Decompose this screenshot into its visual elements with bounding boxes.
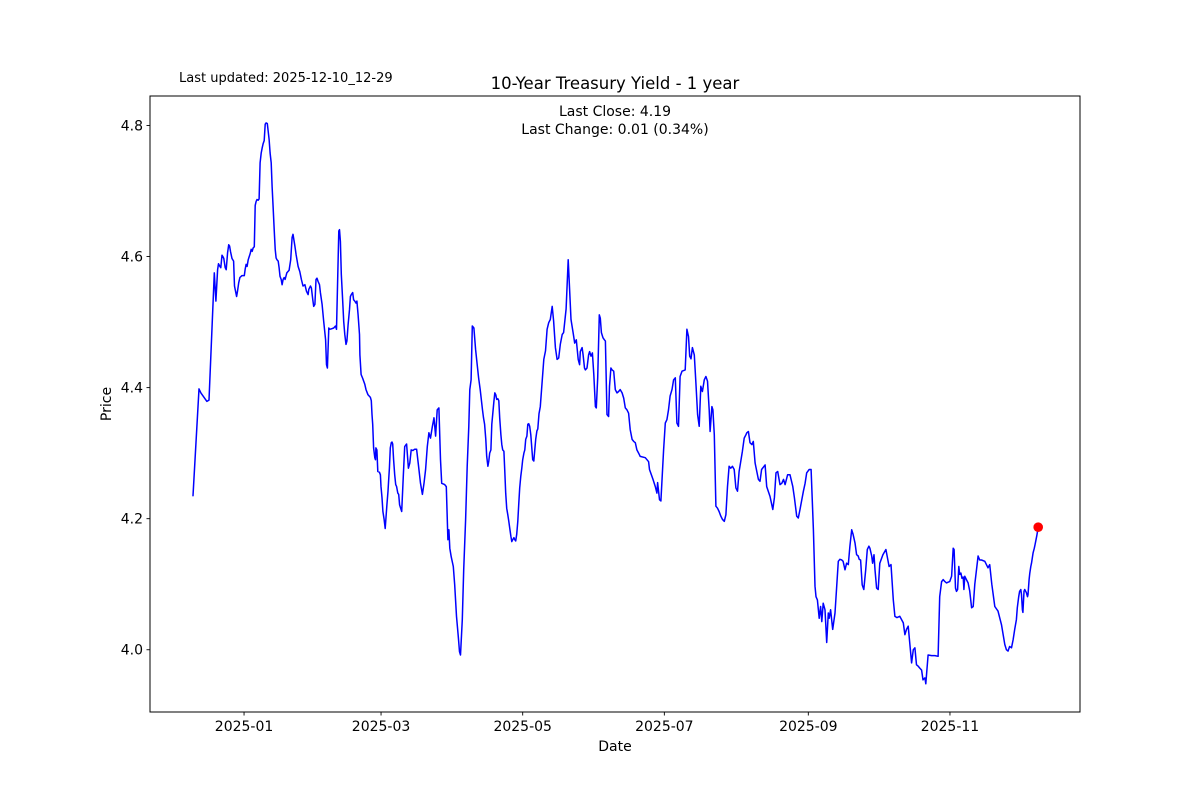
chart-title: 10-Year Treasury Yield - 1 year — [490, 74, 740, 93]
x-tick-label: 2025-11 — [921, 719, 980, 735]
chart-subtitle: Last Close: 4.19 Last Change: 0.01 (0.34… — [521, 103, 708, 139]
last-price-marker — [1033, 522, 1043, 532]
last-change-text: Last Change: 0.01 (0.34%) — [521, 122, 709, 138]
y-tick-label: 4.2 — [121, 511, 143, 527]
last-updated-text: Last updated: 2025-12-10_12-29 — [179, 71, 393, 86]
y-tick-label: 4.0 — [121, 643, 143, 659]
y-axis-label: Price — [99, 386, 115, 422]
x-tick-label: 2025-03 — [352, 719, 411, 735]
x-tick-label: 2025-01 — [215, 719, 274, 735]
price-line — [192, 122, 1039, 685]
x-tick-label: 2025-05 — [493, 719, 552, 735]
x-axis-label: Date — [598, 739, 632, 755]
x-tick-label: 2025-09 — [779, 719, 838, 735]
y-tick-label: 4.4 — [121, 380, 143, 396]
y-tick-label: 4.6 — [121, 249, 143, 265]
x-tick-label: 2025-07 — [635, 719, 694, 735]
plot-frame — [149, 95, 1081, 713]
last-close-text: Last Close: 4.19 — [558, 104, 672, 120]
y-tick-label: 4.8 — [121, 118, 143, 134]
